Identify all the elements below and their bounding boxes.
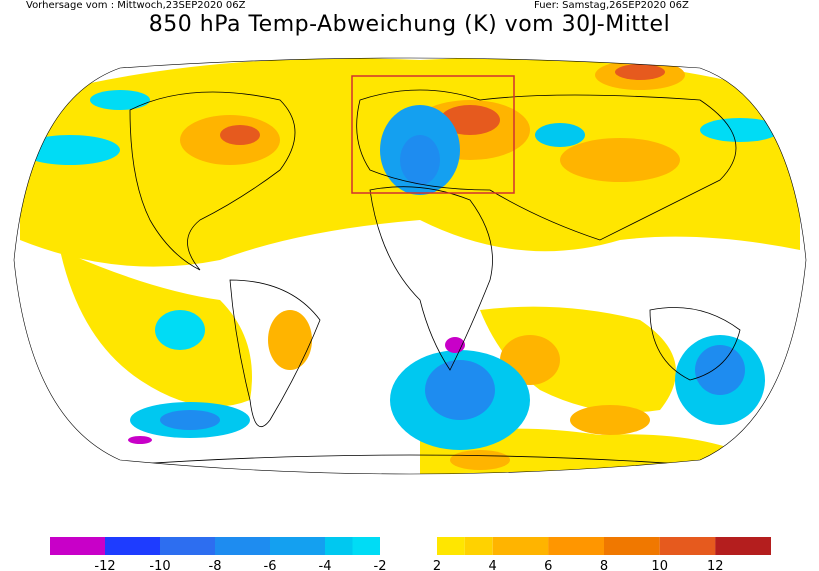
- colorbar-positive-swatch-1: [464, 537, 493, 555]
- colorbar-negative-swatch-4: [270, 537, 325, 555]
- colorbar-positive-swatch-4: [604, 537, 660, 555]
- colorbar-negative-swatch-5: [325, 537, 353, 555]
- colorbar-tick-label-1: -10: [149, 559, 170, 571]
- colorbar: -12 -10 -8 -6 -4 -2 2 4 6 8 10 12: [50, 537, 771, 571]
- coastlines: [59, 89, 761, 471]
- extreme-cold-south-pacific: [128, 436, 152, 444]
- forecast-issued-label: Vorhersage vom : Mittwoch,23SEP2020 06Z: [26, 0, 246, 11]
- colorbar-positive-swatch-2: [492, 537, 549, 555]
- colorbar-tick-label-4: -4: [319, 559, 332, 571]
- strong-warm-russia: [440, 105, 500, 135]
- north-america-outline: [129, 91, 296, 271]
- colorbar-negative-swatch-1: [105, 537, 160, 555]
- cold-anomaly-west-pacific: [700, 118, 780, 142]
- colorbar-negative-swatch-6: [352, 537, 380, 555]
- cold-anomaly-east-pacific: [155, 310, 205, 350]
- warm-anomaly-indian-ocean: [480, 306, 676, 413]
- colorbar-tick-label-10: 10: [651, 559, 668, 571]
- cold-core-tasman: [695, 345, 745, 395]
- forecast-valid-label: Fuer: Samstag,26SEP2020 06Z: [534, 0, 689, 11]
- cold-core-south-pacific: [160, 410, 220, 430]
- africa-outline: [369, 186, 493, 371]
- colorbar-tick-label-9: 8: [600, 559, 608, 571]
- eurasia-outline: [356, 89, 737, 241]
- cold-anomaly-north-pacific: [20, 135, 120, 165]
- colorbar-positive: [437, 537, 771, 555]
- antarctica-outline: [59, 454, 761, 471]
- colorbar-tick-label-5: -2: [374, 559, 387, 571]
- europe-focus-box: [351, 75, 515, 194]
- strong-warm-canada: [220, 125, 260, 145]
- strong-warm-siberia: [615, 64, 665, 80]
- colorbar-positive-swatch-0: [437, 537, 465, 555]
- colorbar-tick-label-7: 4: [489, 559, 497, 571]
- colorbar-positive-swatch-5: [659, 537, 716, 555]
- cold-core-europe: [400, 135, 440, 185]
- map-title: 850 hPa Temp-Abweichung (K) vom 30J-Mitt…: [148, 12, 671, 37]
- colorbar-positive-swatch-3: [548, 537, 604, 555]
- colorbar-negative-swatch-3: [215, 537, 270, 555]
- cold-anomaly-ural: [535, 123, 585, 147]
- warm-core-central-asia: [560, 138, 680, 182]
- cold-anomaly-alaska: [90, 90, 150, 110]
- colorbar-labels: -12 -10 -8 -6 -4 -2 2 4 6 8 10 12: [94, 559, 723, 571]
- warm-core-south-indian: [570, 405, 650, 435]
- colorbar-negative: [50, 537, 380, 555]
- anomaly-field: [14, 58, 806, 474]
- globe-border: [13, 57, 807, 475]
- temperature-anomaly-map: [13, 57, 807, 475]
- colorbar-tick-label-2: -8: [209, 559, 222, 571]
- warm-core-antarctic: [450, 450, 510, 470]
- colorbar-tick-label-3: -6: [264, 559, 277, 571]
- colorbar-positive-swatch-6: [715, 537, 771, 555]
- cold-core-south-africa: [425, 360, 495, 420]
- colorbar-negative-swatch-0: [50, 537, 105, 555]
- warm-core-south-america: [268, 310, 312, 370]
- australia-outline: [649, 307, 741, 381]
- colorbar-tick-label-0: -12: [94, 559, 115, 571]
- warm-anomaly-southern-ocean: [420, 428, 760, 474]
- colorbar-tick-label-6: 2: [433, 559, 441, 571]
- colorbar-negative-swatch-2: [160, 537, 215, 555]
- south-america-outline: [229, 279, 321, 427]
- colorbar-tick-label-8: 6: [544, 559, 552, 571]
- colorbar-tick-label-11: 12: [707, 559, 724, 571]
